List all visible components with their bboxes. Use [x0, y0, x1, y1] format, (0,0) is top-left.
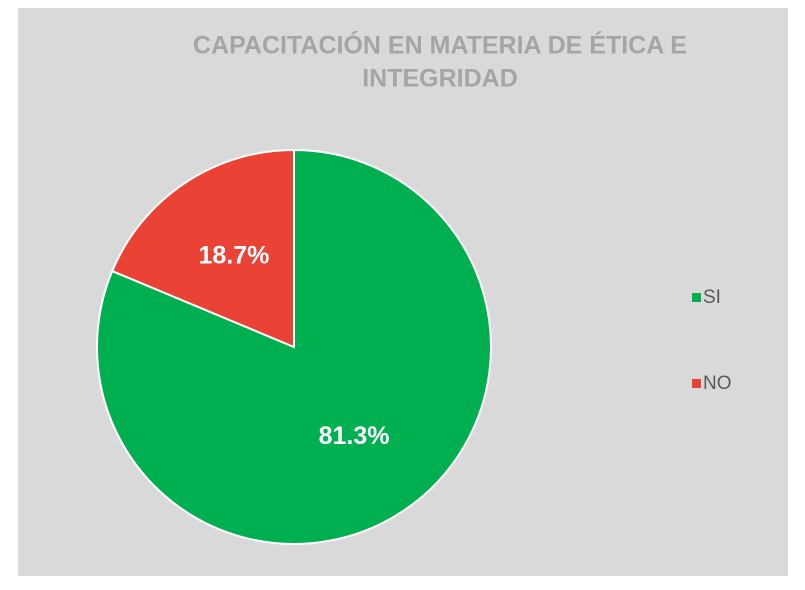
legend-swatch [692, 293, 701, 302]
data-label: 81.3% [319, 422, 390, 450]
legend-label: NO [703, 373, 732, 394]
chart-title: CAPACITACIÓN EN MATERIA DE ÉTICA E [193, 30, 687, 60]
data-label: 18.7% [199, 241, 270, 269]
legend-swatch [692, 379, 701, 388]
legend-label: SI [703, 287, 721, 308]
chart-title: INTEGRIDAD [362, 65, 518, 93]
pie-slice [110, 148, 295, 349]
